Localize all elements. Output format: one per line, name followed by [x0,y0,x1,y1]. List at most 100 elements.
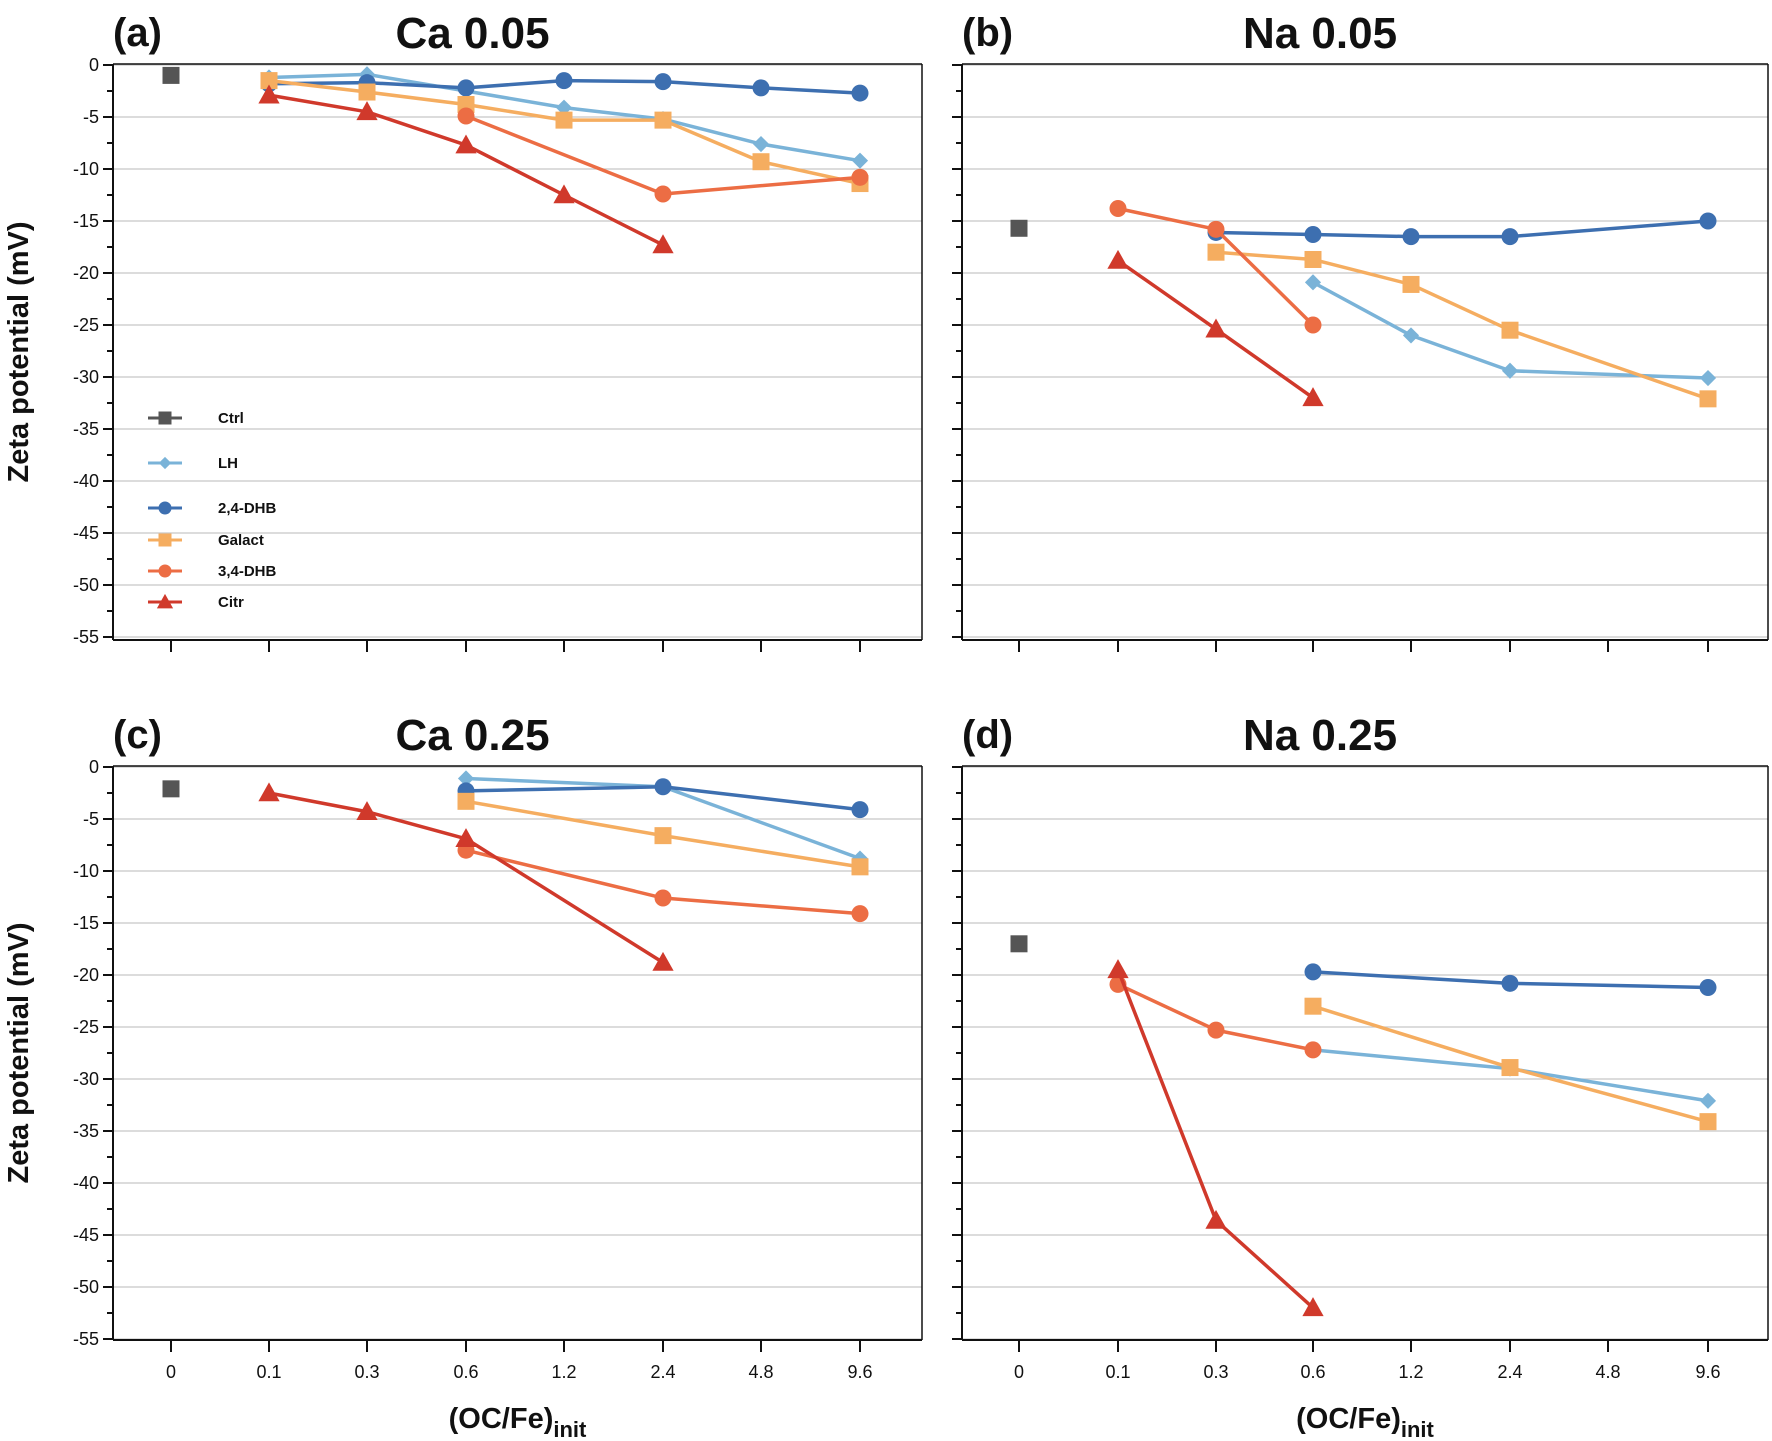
data-point [654,111,672,129]
data-point [851,152,869,169]
y-tick-label: -30 [73,367,99,387]
legend-item: LH [148,455,238,472]
series-3-4-dhb [457,841,869,923]
data-point [1501,974,1519,992]
data-point [1501,1059,1519,1077]
data-point [654,778,672,796]
x-axis-label: (OC/Fe)init [1296,1403,1434,1441]
y-tick-label: -35 [73,1121,99,1141]
x-tick-label: 4.8 [748,1362,773,1382]
legend-item: Galact [148,532,264,549]
data-point [553,184,575,204]
x-tick-label: 0.6 [453,1362,478,1382]
data-point [455,134,477,154]
y-tick-label: -55 [73,627,99,647]
x-tick-label: 0.3 [1203,1362,1228,1382]
panel-a: 0 -5 -10 -15 -20 -25 -30 -35 -40 -45 -50 -55 (a) Ca 0… [3,9,923,652]
data-point [1699,212,1717,230]
y-tick-label: 0 [89,757,99,777]
data-point [1302,387,1324,407]
x-tick-label: 2.4 [650,1362,675,1382]
data-point [260,72,278,90]
data-point [1304,997,1322,1015]
y-tick-label: -25 [73,315,99,335]
panel-b: (b) Na 0.05 [952,9,1769,652]
legend-item: Citr [148,593,244,611]
series-2-4-dhb [1304,963,1717,996]
y-tick-label: -50 [73,575,99,595]
data-point [1207,220,1225,238]
series-citr [258,782,674,971]
panel-title: Ca 0.05 [395,9,549,58]
legend-swatch-marker [158,456,172,470]
data-point [1402,275,1420,293]
data-point [1304,963,1322,981]
data-point [1699,369,1717,387]
y-tick-label: -15 [73,211,99,231]
data-point [1010,935,1028,953]
data-point [258,782,280,802]
data-point [1010,219,1028,237]
y-tick-label: 0 [89,55,99,75]
legend-label: 2,4-DHB [218,500,277,517]
series-ctrl [1010,219,1028,237]
data-point [162,66,180,84]
series-line [268,78,861,186]
series-galact [1304,997,1717,1131]
data-point [1304,226,1322,244]
data-point [356,101,378,121]
series-2-4-dhb [1207,212,1717,246]
data-point [457,770,475,787]
legend-swatch-marker [156,593,174,609]
x-tick-label: 0.6 [1300,1362,1325,1382]
legend-swatch-marker [158,564,172,578]
data-point [654,827,672,845]
series-3-4-dhb [1109,975,1322,1059]
y-tick-label: -40 [73,1173,99,1193]
series-citr [1107,959,1324,1317]
data-point [654,185,672,203]
x-tick-label: 0.1 [1105,1362,1130,1382]
legend-swatch-marker [158,411,172,425]
y-tick-label: -20 [73,263,99,283]
panel-c: 0 -5 -10 -15 -20 -25 -30 -35 -40 -45 -50 -55 0 0.1 0.3… [3,711,923,1441]
series-line [1215,219,1709,239]
panel-title: Na 0.25 [1243,711,1397,760]
x-tick-label: 9.6 [1695,1362,1720,1382]
data-point [457,79,475,97]
data-point [1699,1113,1717,1131]
data-point [162,780,180,798]
legend-label: Galact [218,532,264,549]
legend-item: 3,4-DHB [148,563,277,580]
x-tick-label: 1.2 [1398,1362,1423,1382]
series-galact [457,792,869,876]
data-point [1304,274,1322,291]
data-point [1302,1297,1324,1317]
x-tick-label: 0 [1014,1362,1024,1382]
panel-letter: (d) [962,713,1013,757]
data-point [1304,1041,1322,1059]
data-point [851,168,869,186]
legend-swatch-marker [158,533,172,547]
data-point [652,951,674,971]
data-point [851,858,869,876]
series-citr [258,84,674,254]
x-tick-label: 1.2 [551,1362,576,1382]
y-tick-label: -10 [73,861,99,881]
legend-label: LH [218,455,238,472]
series-3-4-dhb [1109,200,1322,334]
data-point [1699,978,1717,996]
y-tick-label: -45 [73,1225,99,1245]
data-point [654,73,672,91]
data-point [1205,318,1227,338]
data-point [358,83,376,101]
y-tick-label: -55 [73,1329,99,1349]
data-point [851,84,869,102]
data-point [1304,316,1322,334]
data-point [1699,390,1717,408]
y-tick-label: -20 [73,965,99,985]
data-point [555,72,573,90]
x-axis-label-main: (OC/Fe) [449,1403,554,1435]
data-point [652,234,674,254]
